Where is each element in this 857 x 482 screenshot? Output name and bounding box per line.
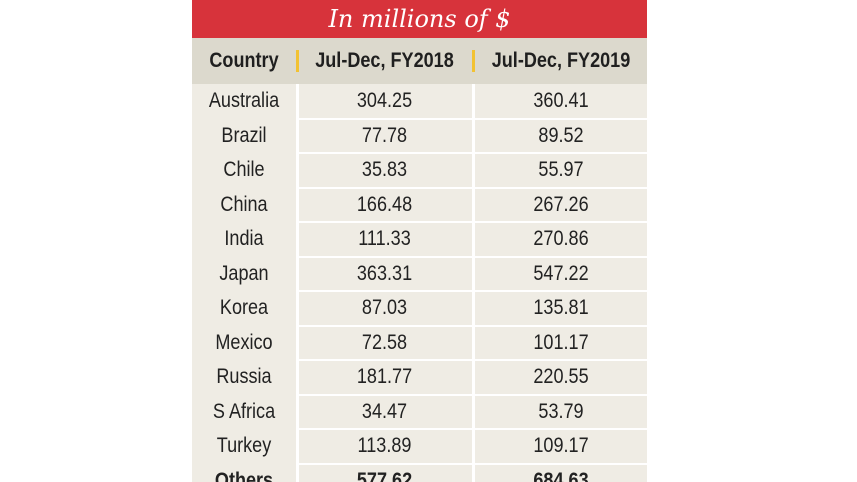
cell-fy2018: 181.77 (356, 365, 413, 388)
table-row: S Africa 34.47 53.79 (192, 395, 647, 430)
table-row: Others 577.62 684.63 (192, 464, 647, 482)
cell-fy2018: 577.62 (356, 468, 413, 482)
table-row: Japan 363.31 547.22 (192, 257, 647, 292)
header-divider (296, 50, 299, 72)
cell-fy2019: 109.17 (533, 434, 589, 457)
cell-fy2019: 55.97 (538, 158, 584, 181)
cell-country: Others (214, 468, 274, 482)
cell-country: Australia (208, 89, 280, 112)
cell-fy2019: 360.41 (533, 89, 589, 112)
table-row: Turkey 113.89 109.17 (192, 429, 647, 464)
row-divider (296, 255, 647, 258)
table-row: China 166.48 267.26 (192, 188, 647, 223)
row-divider (296, 324, 647, 327)
cell-fy2018: 111.33 (358, 227, 411, 250)
cell-fy2019: 135.81 (533, 296, 589, 319)
cell-fy2019: 267.26 (533, 192, 589, 216)
row-divider (296, 290, 647, 292)
table-row: Australia 304.25 360.41 (192, 84, 647, 119)
cell-fy2018: 304.25 (356, 89, 413, 112)
table-header-row: Country Jul-Dec, FY2018 Jul-Dec, FY2019 (192, 38, 647, 84)
cell-country: Russia (216, 365, 272, 388)
cell-fy2019: 270.86 (533, 227, 589, 250)
row-divider (296, 221, 647, 223)
header-fy2018: Jul-Dec, FY2018 (315, 49, 454, 72)
row-divider (296, 359, 647, 361)
cell-country: Mexico (215, 330, 273, 354)
row-divider (296, 152, 647, 154)
table-row: Chile 35.83 55.97 (192, 153, 647, 188)
table-row: Mexico 72.58 101.17 (192, 326, 647, 361)
cell-country: Korea (219, 296, 269, 319)
cell-fy2019: 220.55 (533, 365, 589, 388)
cell-country: Japan (219, 261, 269, 285)
cell-fy2018: 363.31 (356, 261, 413, 285)
cell-fy2018: 72.58 (361, 330, 408, 354)
table-row: Korea 87.03 135.81 (192, 291, 647, 326)
header-country: Country (209, 49, 279, 72)
cell-fy2019: 89.52 (538, 123, 584, 147)
cell-fy2018: 166.48 (356, 192, 413, 216)
table-row: Russia 181.77 220.55 (192, 360, 647, 395)
table-body: Australia 304.25 360.41 Brazil 77.78 89.52 Chi… (192, 84, 647, 482)
column-divider (472, 84, 475, 482)
cell-country: Turkey (216, 434, 272, 457)
cell-country: Chile (223, 158, 265, 181)
row-divider (296, 117, 647, 120)
header-fy2019: Jul-Dec, FY2019 (491, 49, 631, 72)
column-divider (296, 84, 299, 482)
cell-fy2019: 547.22 (533, 261, 589, 285)
cell-country: China (220, 192, 268, 216)
row-divider (296, 393, 647, 396)
cell-fy2018: 87.03 (361, 296, 408, 319)
row-divider (296, 186, 647, 189)
row-divider (296, 428, 647, 430)
row-divider (296, 462, 647, 465)
cell-fy2018: 35.83 (361, 158, 408, 181)
data-table-panel: In millions of $ Country Jul-Dec, FY2018… (192, 0, 647, 482)
cell-country: Brazil (221, 123, 267, 147)
cell-fy2018: 77.78 (361, 123, 408, 147)
cell-fy2018: 113.89 (357, 434, 412, 457)
cell-fy2018: 34.47 (361, 399, 408, 423)
cell-country: S Africa (212, 399, 276, 423)
cell-fy2019: 101.17 (533, 330, 589, 354)
header-divider (472, 50, 475, 72)
cell-fy2019: 53.79 (538, 399, 584, 423)
cell-country: India (224, 227, 264, 250)
cell-fy2019: 684.63 (533, 468, 589, 482)
table-banner-title: In millions of $ (192, 0, 647, 38)
table-row: India 111.33 270.86 (192, 222, 647, 257)
table-row: Brazil 77.78 89.52 (192, 119, 647, 154)
